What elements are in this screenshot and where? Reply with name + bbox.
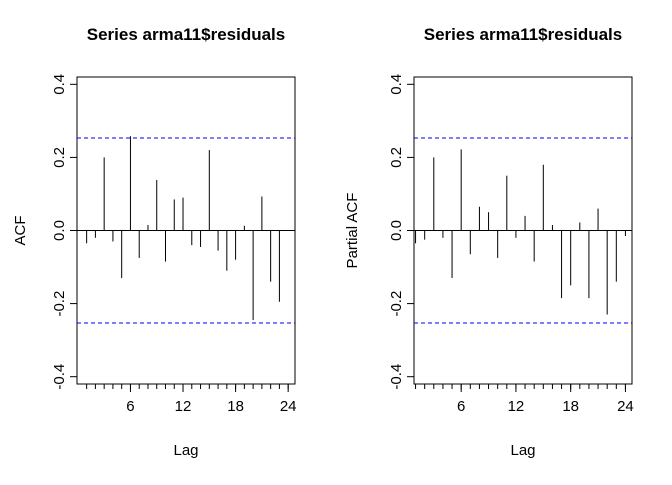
panel2-y-tick-label--0.2: -0.2 <box>388 291 405 317</box>
panel1-x-tick-label-6: 6 <box>126 398 134 415</box>
panel2-x-tick-label-18: 18 <box>562 398 579 415</box>
panel2-x-tick-label-6: 6 <box>457 398 465 415</box>
panel2-y-axis-label: Partial ACF <box>344 193 361 269</box>
panel2-chart-title: Series arma11$residuals <box>424 25 622 44</box>
panel1-y-tick-label-0.2: 0.2 <box>51 147 68 168</box>
panel2-y-tick-label-0.4: 0.4 <box>388 74 405 95</box>
panel1-x-tick-label-12: 12 <box>175 398 192 415</box>
panel1-x-tick-label-24: 24 <box>280 398 297 415</box>
panel1-y-tick-label--0.4: -0.4 <box>51 364 68 390</box>
panel2-x-tick-label-24: 24 <box>617 398 634 415</box>
panel2-x-tick-label-12: 12 <box>508 398 525 415</box>
panel1-y-axis-label: ACF <box>12 216 29 246</box>
panel2-y-tick-label-0: 0.0 <box>388 220 405 241</box>
panel1-x-tick-label-18: 18 <box>227 398 244 415</box>
panel2-x-axis-label: Lag <box>510 442 535 459</box>
panel2-y-tick-label-0.2: 0.2 <box>388 147 405 168</box>
panel1-chart-title: Series arma11$residuals <box>87 25 285 44</box>
panel2-y-tick-label--0.4: -0.4 <box>388 364 405 390</box>
panel1-y-tick-label--0.2: -0.2 <box>51 291 68 317</box>
panel1-y-tick-label-0: 0.0 <box>51 220 68 241</box>
panel1-x-axis-label: Lag <box>173 442 198 459</box>
panel1-y-tick-label-0.4: 0.4 <box>51 74 68 95</box>
